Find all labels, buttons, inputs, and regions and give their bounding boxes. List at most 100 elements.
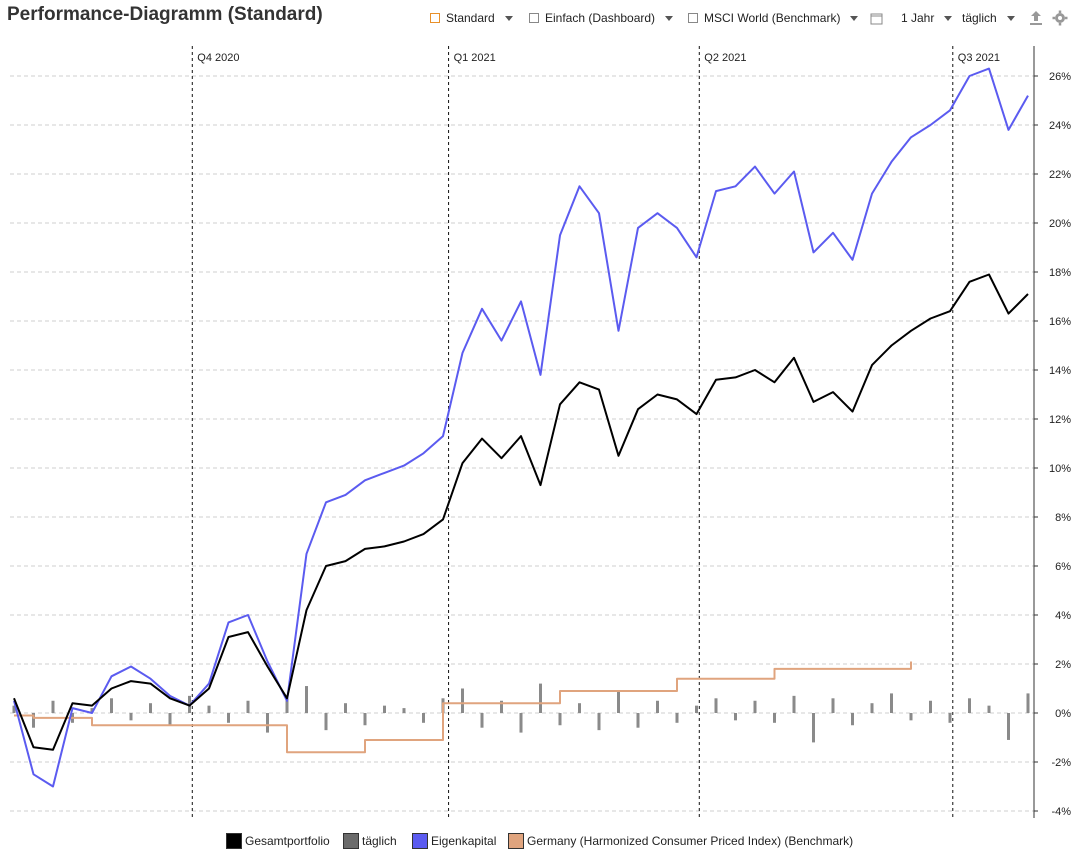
daily-bar [51, 700, 55, 713]
y-tick-label: 22% [1049, 169, 1071, 181]
simple-label: Einfach (Dashboard) [545, 11, 656, 25]
series-line [14, 661, 912, 754]
daily-bar [207, 705, 211, 713]
legend-label: Eigenkapital [431, 834, 497, 848]
y-tick-label: 8% [1055, 512, 1071, 524]
legend-swatch [508, 833, 524, 849]
daily-bar [461, 688, 464, 713]
view-selector[interactable]: Standard [430, 9, 513, 27]
benchmark-checkbox-icon [688, 13, 698, 23]
daily-bar [422, 713, 425, 723]
daily-bar [929, 700, 932, 713]
calendar-icon [870, 13, 883, 24]
quarter-label: Q4 2020 [197, 52, 239, 64]
daily-bar [285, 698, 289, 713]
daily-bar [480, 713, 484, 728]
quarter-label: Q3 2021 [958, 52, 1000, 64]
page-title: Performance-Diagramm (Standard) [7, 4, 323, 25]
series-line [13, 67, 1029, 788]
standard-checkbox-icon [430, 13, 440, 23]
y-tick-label: 18% [1049, 267, 1071, 279]
chevron-down-icon [944, 15, 953, 21]
calendar-button[interactable] [870, 9, 883, 27]
daily-bar [987, 705, 991, 713]
daily-bar [597, 713, 601, 731]
quarter-label: Q2 2021 [704, 52, 746, 64]
legend-item-benchmark[interactable]: Germany (Harmonized Consumer Priced Inde… [508, 833, 853, 849]
quarter-label: Q1 2021 [454, 52, 496, 64]
export-icon [1030, 11, 1042, 25]
benchmark-label: MSCI World (Benchmark) [704, 11, 841, 25]
daily-bar [90, 708, 94, 713]
legend-swatch [412, 833, 428, 849]
y-tick-label: 10% [1049, 463, 1071, 475]
y-tick-label: 4% [1055, 610, 1071, 622]
daily-bar [773, 713, 776, 723]
y-tick-label: 16% [1049, 316, 1071, 328]
daily-bar [12, 705, 16, 713]
daily-bar [500, 700, 503, 713]
simple-checkbox-icon [529, 13, 539, 23]
chart-legend: Gesamtportfolio täglich Eigenkapital Ger… [0, 833, 1076, 853]
y-tick-label: 14% [1049, 365, 1071, 377]
daily-bar [149, 703, 152, 713]
daily-bar [831, 698, 835, 713]
daily-bar [734, 713, 737, 721]
y-tick-label: -2% [1051, 757, 1071, 769]
interval-label: täglich [962, 11, 997, 25]
daily-bar [305, 686, 308, 713]
period-selector[interactable]: 1 Jahr [901, 9, 953, 27]
legend-item-gesamtportfolio[interactable]: Gesamtportfolio [226, 833, 330, 849]
chevron-down-icon [1006, 15, 1015, 21]
daily-bar [227, 713, 230, 723]
daily-bar [519, 713, 523, 733]
export-button[interactable] [1029, 9, 1043, 27]
legend-label: täglich [362, 834, 397, 848]
y-tick-label: 12% [1049, 414, 1071, 426]
daily-bar [129, 713, 133, 721]
daily-bar [968, 698, 971, 713]
daily-bar [656, 700, 659, 713]
daily-bar [266, 713, 269, 733]
daily-bar [539, 683, 542, 713]
daily-bar [578, 703, 581, 713]
benchmark-selector[interactable]: MSCI World (Benchmark) [688, 9, 859, 27]
daily-bar [909, 713, 913, 721]
interval-selector[interactable]: täglich [962, 9, 1015, 27]
simple-view-selector[interactable]: Einfach (Dashboard) [529, 9, 674, 27]
chevron-down-icon [504, 15, 513, 21]
daily-bar [890, 693, 893, 713]
legend-swatch [226, 833, 242, 849]
performance-chart: 26% 24% 22% 20% 18% 16% 14% 12% 10% 8% 6% 4% 2% 0% -2%… [10, 46, 1071, 818]
series-line [13, 273, 1029, 751]
period-label: 1 Jahr [901, 11, 935, 25]
daily-bar [753, 700, 757, 713]
y-tick-label: 24% [1049, 120, 1071, 132]
y-tick-label: 6% [1055, 561, 1071, 573]
daily-bar [870, 703, 874, 713]
daily-bar [812, 713, 815, 743]
daily-bar [695, 705, 698, 713]
gear-icon [1052, 10, 1068, 26]
daily-bar [246, 700, 250, 713]
y-tick-label: 2% [1055, 659, 1071, 671]
y-tick-label: 20% [1049, 218, 1071, 230]
daily-bar [402, 708, 406, 713]
daily-bar [851, 713, 854, 726]
daily-bar [948, 713, 952, 723]
daily-bar [714, 698, 718, 713]
settings-button[interactable] [1052, 9, 1068, 27]
daily-bar [1007, 713, 1010, 740]
legend-item-eigenkapital[interactable]: Eigenkapital [412, 833, 496, 849]
daily-bar [168, 713, 172, 726]
daily-bar [344, 703, 347, 713]
daily-bar [363, 713, 367, 726]
daily-bar [617, 690, 620, 713]
daily-bar [383, 705, 386, 713]
daily-bar [324, 713, 328, 731]
legend-item-taeglich[interactable]: täglich [343, 833, 397, 849]
daily-bar [110, 698, 113, 713]
view-label: Standard [446, 11, 495, 25]
legend-swatch [343, 833, 359, 849]
daily-bar [1026, 693, 1030, 713]
